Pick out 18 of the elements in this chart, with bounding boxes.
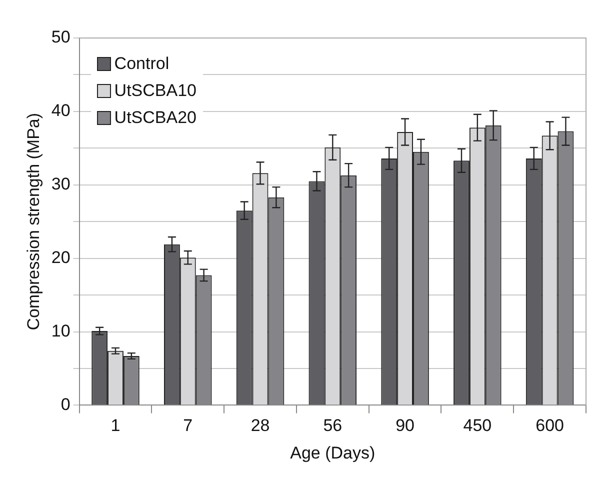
legend-label: UtSCBA20	[114, 108, 196, 128]
x-tick-label: 90	[396, 416, 414, 436]
y-tick-label: 10	[51, 321, 70, 340]
x-tick-label: 56	[323, 416, 342, 436]
y-tick-label: 30	[51, 174, 70, 194]
x-axis-title: Age (Days)	[290, 443, 376, 462]
y-tick-label: 50	[51, 28, 70, 47]
y-tick-label: 20	[51, 248, 70, 268]
x-tick-label: 1	[110, 416, 120, 436]
legend-label: Control	[114, 54, 170, 74]
y-tick-label: 40	[51, 101, 70, 120]
legend-label: UtSCBA10	[114, 80, 196, 100]
x-tick-label: 450	[463, 416, 492, 436]
x-tick-label: 600	[536, 416, 564, 436]
y-tick-label: 0	[60, 394, 70, 414]
x-tick-label: 7	[183, 416, 193, 436]
y-axis-title: Compression strength (MPa)	[24, 112, 43, 330]
x-tick-label: 28	[250, 416, 270, 436]
